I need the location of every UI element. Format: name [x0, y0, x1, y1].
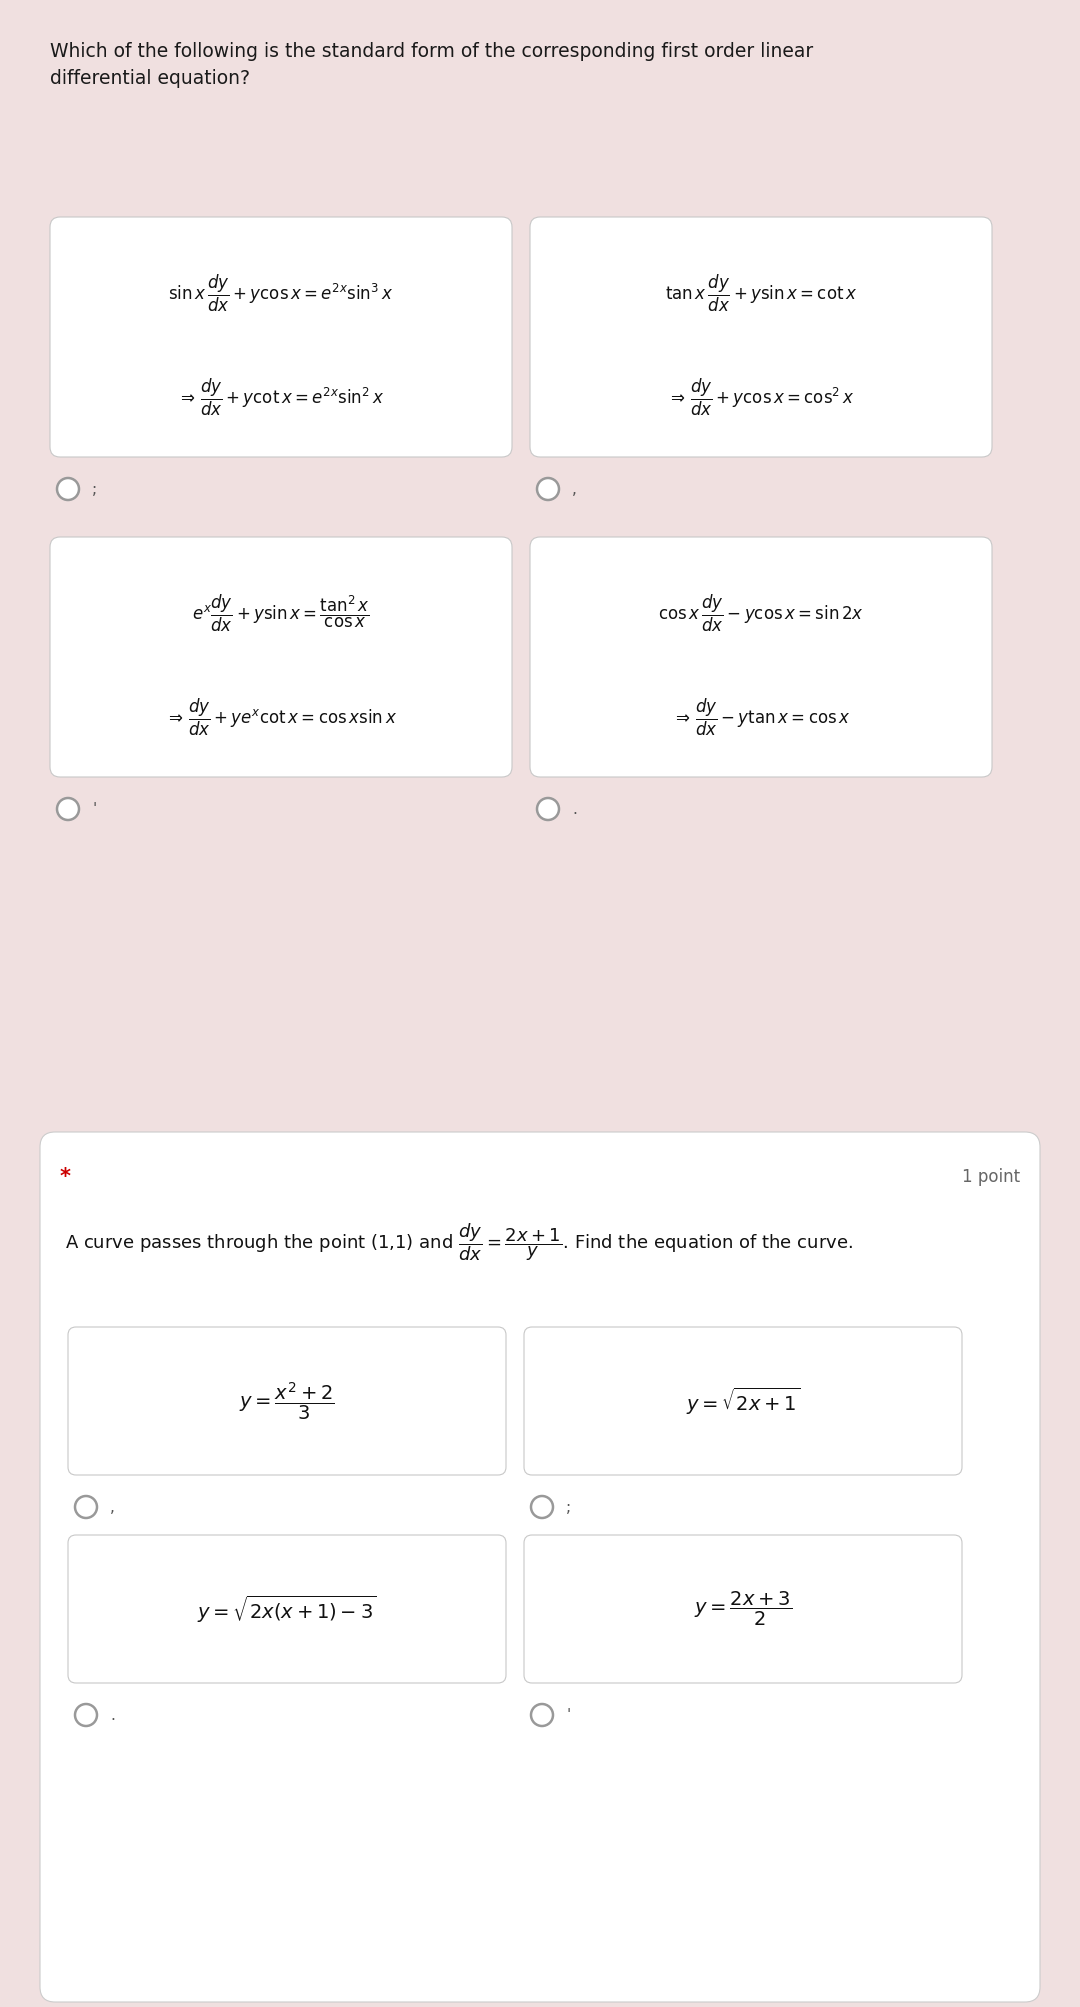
Text: .: .: [572, 801, 577, 817]
Circle shape: [537, 478, 559, 500]
Text: $\tan x\,\dfrac{dy}{dx} + y\sin x = \cot x$: $\tan x\,\dfrac{dy}{dx} + y\sin x = \cot…: [665, 273, 858, 315]
FancyBboxPatch shape: [530, 217, 993, 458]
Text: $\sin x\,\dfrac{dy}{dx} + y\cos x = e^{2x}\sin^3 x$: $\sin x\,\dfrac{dy}{dx} + y\cos x = e^{2…: [168, 273, 393, 315]
Text: $e^x\dfrac{dy}{dx} + y\sin x = \dfrac{\tan^2 x}{\cos x}$: $e^x\dfrac{dy}{dx} + y\sin x = \dfrac{\t…: [192, 594, 370, 634]
Text: ;: ;: [566, 1499, 571, 1515]
Text: ,: ,: [110, 1499, 114, 1515]
Text: $y = \dfrac{2x+3}{2}$: $y = \dfrac{2x+3}{2}$: [693, 1590, 792, 1628]
Circle shape: [531, 1704, 553, 1726]
Text: $\Rightarrow\,\dfrac{dy}{dx} + y\cot x = e^{2x}\sin^2 x$: $\Rightarrow\,\dfrac{dy}{dx} + y\cot x =…: [177, 377, 384, 417]
Text: ;: ;: [92, 482, 97, 496]
Text: 1 point: 1 point: [962, 1168, 1020, 1186]
Text: $\Rightarrow\,\dfrac{dy}{dx} - y\tan x = \cos x$: $\Rightarrow\,\dfrac{dy}{dx} - y\tan x =…: [672, 696, 850, 739]
FancyBboxPatch shape: [50, 538, 512, 777]
FancyBboxPatch shape: [524, 1327, 962, 1475]
Text: A curve passes through the point (1,1) and $\dfrac{dy}{dx} = \dfrac{2x+1}{y}$. F: A curve passes through the point (1,1) a…: [65, 1220, 853, 1262]
FancyBboxPatch shape: [68, 1535, 507, 1684]
Text: Which of the following is the standard form of the corresponding first order lin: Which of the following is the standard f…: [50, 42, 813, 88]
Circle shape: [75, 1704, 97, 1726]
FancyBboxPatch shape: [524, 1535, 962, 1684]
Text: $y = \dfrac{x^2+2}{3}$: $y = \dfrac{x^2+2}{3}$: [239, 1381, 335, 1423]
Circle shape: [531, 1495, 553, 1517]
FancyBboxPatch shape: [68, 1327, 507, 1475]
Text: *: *: [60, 1166, 71, 1186]
Circle shape: [57, 478, 79, 500]
Circle shape: [537, 799, 559, 821]
Text: .: .: [110, 1708, 114, 1722]
Text: ,: ,: [572, 482, 577, 496]
Text: $\Rightarrow\,\dfrac{dy}{dx} + y\cos x = \cos^2 x$: $\Rightarrow\,\dfrac{dy}{dx} + y\cos x =…: [667, 377, 854, 417]
Circle shape: [57, 799, 79, 821]
FancyBboxPatch shape: [530, 538, 993, 777]
Text: $\cos x\,\dfrac{dy}{dx} - y\cos x = \sin 2x$: $\cos x\,\dfrac{dy}{dx} - y\cos x = \sin…: [658, 594, 864, 634]
Circle shape: [75, 1495, 97, 1517]
Text: $\Rightarrow\,\dfrac{dy}{dx} + ye^x\cot x = \cos x\sin x$: $\Rightarrow\,\dfrac{dy}{dx} + ye^x\cot …: [165, 696, 397, 739]
Text: $y = \sqrt{2x(x+1)-3}$: $y = \sqrt{2x(x+1)-3}$: [197, 1594, 377, 1624]
Text: $y = \sqrt{2x+1}$: $y = \sqrt{2x+1}$: [686, 1385, 800, 1417]
FancyBboxPatch shape: [40, 1132, 1040, 2003]
Text: ': ': [566, 1708, 570, 1722]
FancyBboxPatch shape: [50, 217, 512, 458]
Text: ': ': [92, 801, 96, 817]
